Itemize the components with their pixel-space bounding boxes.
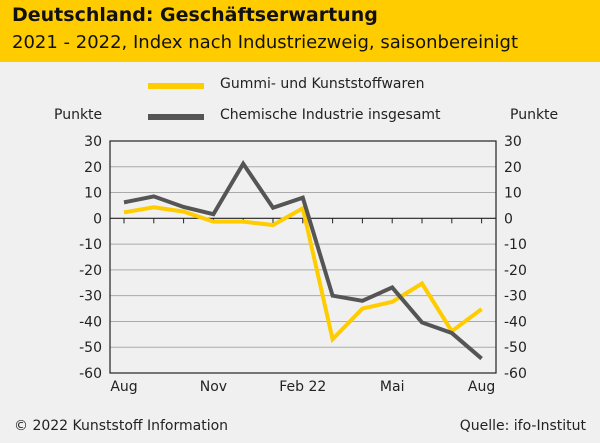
y-tick-label-right: 10 [504,186,522,202]
plot-frame [109,140,497,374]
legend-label-gummi: Gummi- und Kunststoffwaren [220,76,425,92]
x-tick-label: Nov [200,379,227,395]
series-line-chemie [123,159,483,361]
y-tick-label-left: -20 [79,263,102,279]
chart-title: Deutschland: Geschäftserwartung [12,4,378,26]
y-tick-label-left: -40 [79,314,102,330]
series-line-gummi [123,205,483,344]
y-tick-label-right: -50 [504,340,527,356]
header-band: Deutschland: Geschäftserwartung 2021 - 2… [0,0,600,62]
y-tick-label-left: -10 [79,237,102,253]
y-tick-label-right: 0 [504,211,513,227]
y-tick-label-right: -30 [504,289,527,305]
y-tick-label-right: 30 [504,134,522,150]
y-axis-label-left: Punkte [54,107,103,123]
legend-swatch-gummi [148,83,204,89]
source: Quelle: ifo-Institut [459,418,586,434]
y-tick-label-left: -60 [79,366,102,382]
legend-swatch-chemie [148,114,204,120]
y-tick-label-left: 30 [84,134,102,150]
x-tick-label: Feb 22 [279,379,326,395]
y-tick-label-left: 0 [93,211,102,227]
y-tick-label-right: -10 [504,237,527,253]
y-tick-label-right: -20 [504,263,527,279]
y-tick-label-left: -50 [79,340,102,356]
y-tick-label-left: 10 [84,186,102,202]
x-tick-label: Aug [468,379,495,395]
x-tick-label: Aug [110,379,137,395]
legend-label-chemie: Chemische Industrie insgesamt [220,107,441,123]
y-axis-label-right: Punkte [510,107,559,123]
copyright: © 2022 Kunststoff Information [14,418,229,434]
chart-subtitle: 2021 - 2022, Index nach Industriezweig, … [12,32,518,53]
y-tick-label-left: -30 [79,289,102,305]
y-tick-label-right: -40 [504,314,527,330]
y-tick-label-right: -60 [504,366,527,382]
y-tick-label-left: 20 [84,160,102,176]
x-tick-label: Mai [380,379,405,395]
y-tick-label-right: 20 [504,160,522,176]
